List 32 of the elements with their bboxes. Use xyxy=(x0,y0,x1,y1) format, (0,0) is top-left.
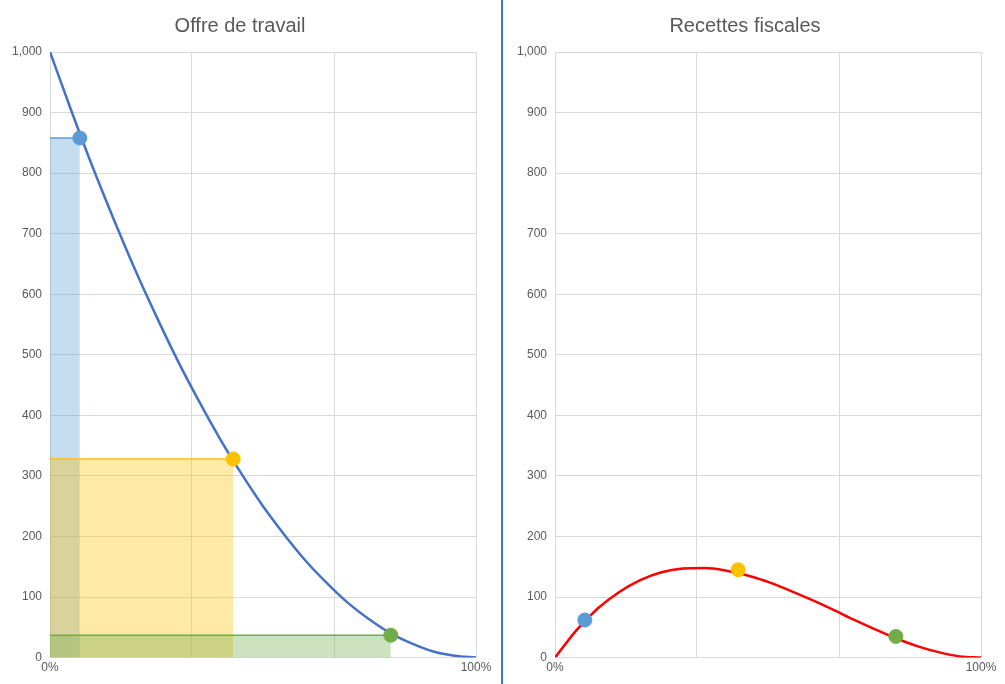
y-tick-label: 800 xyxy=(527,165,548,180)
x-tick-label: 100% xyxy=(965,660,997,675)
y-tick-label: 200 xyxy=(22,528,43,543)
line-series xyxy=(50,52,476,658)
y-tick-label: 700 xyxy=(527,225,548,240)
x-tick-label: 100% xyxy=(460,660,492,675)
point xyxy=(225,451,241,467)
y-tick-label: 100 xyxy=(527,589,548,604)
x-tick-label: 0% xyxy=(546,660,565,675)
y-tick-label: 300 xyxy=(527,468,548,483)
y-tick-label: 400 xyxy=(527,407,548,422)
point xyxy=(72,130,88,146)
y-tick-label: 1,000 xyxy=(517,44,548,59)
y-tick-label: 100 xyxy=(22,589,43,604)
y-tick-label: 700 xyxy=(22,225,43,240)
y-tick-label: 600 xyxy=(527,286,548,301)
y-tick-label: 900 xyxy=(22,104,43,119)
y-tick-label: 1,000 xyxy=(12,44,43,59)
y-tick-label: 0 xyxy=(540,649,548,664)
y-tick-label: 400 xyxy=(22,407,43,422)
chart-title: Offre de travail xyxy=(174,13,306,36)
point xyxy=(383,627,399,643)
x-tick-label: 0% xyxy=(41,660,60,675)
y-tick-label: 600 xyxy=(22,286,43,301)
y-tick-label: 900 xyxy=(527,104,548,119)
y-tick-label: 200 xyxy=(527,528,548,543)
y-tick-label: 500 xyxy=(527,347,548,362)
y-tick-label: 0 xyxy=(35,649,43,664)
y-tick-label: 300 xyxy=(22,468,43,483)
y-tick-label: 500 xyxy=(22,347,43,362)
y-tick-label: 800 xyxy=(22,165,43,180)
chart-title: Recettes fiscales xyxy=(669,13,821,36)
